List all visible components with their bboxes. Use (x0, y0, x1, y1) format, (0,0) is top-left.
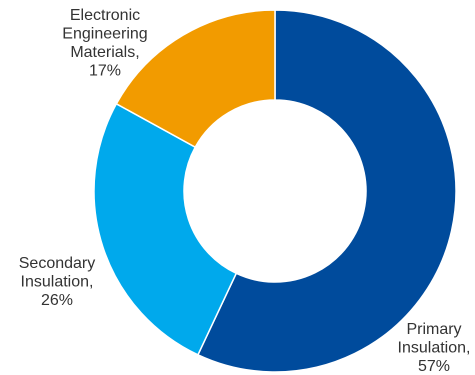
slice-primary-insulation (196, 9, 457, 373)
slice-label-line: Secondary (19, 255, 96, 272)
slice-label-line: Electronic (70, 7, 140, 24)
slice-label-primary-insulation: Primary Insulation, 57% (398, 321, 471, 375)
slice-label-electronic-engineering-materials: Electronic Engineering Materials, 17% (62, 7, 147, 80)
slice-label-line: Insulation, (21, 274, 94, 291)
slice-secondary-insulation (93, 102, 238, 356)
slice-label-line: Primary (406, 321, 461, 338)
slice-label-line: Insulation, (398, 340, 471, 357)
slice-label-line: 26% (41, 292, 73, 309)
slice-label-secondary-insulation: Secondary Insulation, 26% (19, 255, 96, 309)
slice-label-line: Materials, (70, 44, 139, 61)
slice-label-line: 17% (89, 63, 121, 80)
labels-layer: Primary Insulation, 57%Secondary Insulation… (19, 7, 471, 375)
slice-label-line: 57% (418, 358, 450, 375)
slice-electronic-engineering-materials (115, 9, 276, 149)
slices-layer (93, 9, 457, 373)
slice-label-line: Engineering (62, 26, 147, 43)
